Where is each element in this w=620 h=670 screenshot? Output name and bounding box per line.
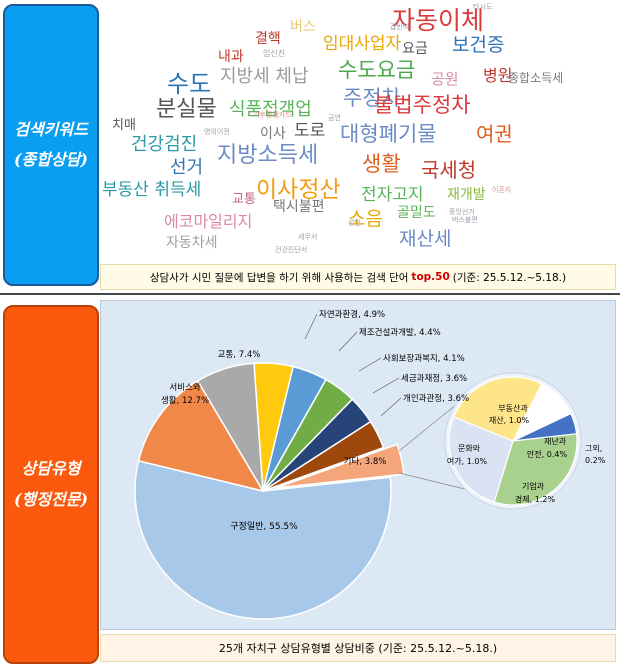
cloud-word: 버스 bbox=[290, 19, 316, 35]
sub-pie-label: 재난과 bbox=[544, 437, 567, 446]
cloud-word: 성인 bbox=[348, 219, 361, 227]
cloud-word: 이사정산 bbox=[256, 177, 341, 203]
cloud-word: 도로 bbox=[294, 121, 326, 141]
word-cloud-caption: 상담사가 시민 질문에 답변을 하기 위해 사용하는 검색 단어 top.50 … bbox=[100, 264, 616, 290]
pie-slice-1 bbox=[137, 379, 265, 493]
cloud-word: 주정차 bbox=[343, 86, 401, 110]
cloud-word: 세무서 bbox=[298, 233, 318, 241]
sub-pie-label: 부동산과 bbox=[498, 403, 528, 413]
cloud-word: 금연 bbox=[328, 114, 341, 122]
cloud-word: 교통 bbox=[232, 192, 256, 207]
cloud-word: 전자고지 bbox=[361, 185, 424, 205]
cloud-word: 임대사업자 bbox=[323, 34, 402, 54]
cloud-word: 식품접객업 bbox=[229, 99, 312, 120]
cloud-word: 타시도 bbox=[473, 3, 493, 11]
cloud-word: 국세청 bbox=[421, 158, 477, 182]
cloud-word: 내과 bbox=[218, 49, 244, 65]
main-pie-label: 자연과환경, 4.9% bbox=[319, 309, 385, 320]
cloud-word: 이혼자 bbox=[492, 186, 512, 194]
main-pie-label: 생활, 12.7% bbox=[161, 395, 209, 406]
main-pie-label: 개인과관정, 3.6% bbox=[403, 393, 469, 404]
cloud-word: 분실물 bbox=[156, 97, 217, 122]
keyword-section-label: 검색키워드 (종합상담) bbox=[3, 4, 99, 286]
cloud-word: 에코마일리지 bbox=[164, 212, 253, 231]
sub-pie-label: 그외, bbox=[585, 443, 602, 453]
label-leader-line bbox=[304, 313, 318, 340]
cloud-word: 지방소득세 bbox=[217, 143, 319, 168]
cloud-word: 지방세 체납 bbox=[220, 66, 309, 87]
cloud-word: 선거 bbox=[170, 157, 204, 178]
pie-slice-7 bbox=[262, 420, 385, 492]
sub-pie-label: 기업과 bbox=[522, 482, 545, 491]
cloud-word: 자동차세 bbox=[166, 235, 218, 251]
keyword-section-subtitle: (종합상담) bbox=[13, 150, 89, 169]
label-leader-line bbox=[372, 377, 400, 394]
type-section-title: 상담유형 bbox=[21, 459, 81, 479]
cloud-word: 갑반여 bbox=[390, 23, 410, 31]
cloud-word: 재개발 bbox=[447, 187, 486, 203]
connector-line-bottom bbox=[398, 472, 474, 492]
label-leader-line bbox=[358, 357, 382, 372]
cloud-word: 건강검진 bbox=[131, 134, 198, 155]
cloud-word: 수도 bbox=[167, 70, 212, 98]
cloud-word: 공원 bbox=[431, 70, 459, 88]
cloud-word: 임신진 bbox=[263, 49, 286, 58]
main-pie-label: 기타, 3.8% bbox=[344, 457, 387, 467]
sub-pie-slice-4 bbox=[448, 416, 514, 503]
cloud-word: 치매 bbox=[112, 118, 136, 133]
cloud-word: 건강진단서 bbox=[275, 246, 308, 254]
sub-pie-label: 재산, 1.0% bbox=[489, 415, 530, 425]
cloud-word: 중앙선거 bbox=[449, 208, 475, 216]
cloud-word: 요금 bbox=[402, 41, 428, 57]
cloud-word: 버스불편 bbox=[452, 216, 478, 224]
cloud-word: 재산세 bbox=[399, 228, 452, 250]
pie-slice-0 bbox=[134, 459, 392, 620]
cloud-word: 불법주정차 bbox=[374, 93, 471, 117]
sub-pie-label: 문화와 bbox=[458, 443, 481, 453]
cloud-word: 생활 bbox=[362, 152, 401, 176]
cloud-word: 수도요금 bbox=[338, 58, 416, 82]
cloud-word: 택시불편 bbox=[273, 199, 325, 215]
cloud-word: 여권 bbox=[476, 122, 513, 146]
label-leader-line bbox=[380, 397, 402, 417]
chart-caption: 25개 자치구 상담유형별 상담비중 (기준: 25.5.12.~5.18.) bbox=[100, 634, 616, 662]
main-pie-label: 사회보장과복지, 4.1% bbox=[383, 353, 465, 364]
caption-date: (기준: 25.5.12.~5.18.) bbox=[452, 271, 567, 284]
cloud-word: 기후동행카드 bbox=[253, 111, 292, 119]
sub-pie-label: 안전, 0.4% bbox=[527, 449, 568, 459]
caption-text: 상담사가 시민 질문에 답변을 하기 위해 사용하는 검색 단어 bbox=[149, 271, 409, 284]
cloud-word: 자동이체 bbox=[392, 6, 485, 35]
sub-pie-label: 경제, 1.2% bbox=[515, 494, 556, 504]
cloud-word: 보건증 bbox=[452, 34, 505, 56]
cloud-word: 종합소득세 bbox=[508, 71, 564, 85]
sub-pie-label: 여가, 1.0% bbox=[447, 456, 488, 466]
cloud-word: 골밀도 bbox=[397, 205, 436, 221]
cloud-word: 부동산 취득세 bbox=[102, 180, 202, 200]
sub-pie-slice-3 bbox=[493, 433, 578, 506]
cloud-word: 대형폐기물 bbox=[340, 122, 437, 146]
main-pie-label: 구정일반, 55.5% bbox=[230, 521, 298, 532]
cloud-word: 병원 bbox=[483, 66, 513, 85]
cloud-word: 결핵 bbox=[255, 31, 281, 47]
main-pie-label: 세금과재정, 3.6% bbox=[401, 373, 467, 384]
caption-highlight: top.50 bbox=[411, 271, 450, 283]
sub-pie-slice-0 bbox=[452, 376, 543, 442]
cloud-word: 이사 bbox=[260, 126, 286, 142]
cloud-word: 명의이전 bbox=[204, 128, 230, 136]
type-section-label: 상담유형 (행정전문) bbox=[3, 305, 99, 664]
main-pie-label: 서비스와 bbox=[169, 382, 200, 393]
main-pie-label: 교통, 7.4% bbox=[218, 350, 261, 360]
sub-pie-label: 0.2% bbox=[585, 456, 606, 465]
type-section-subtitle: (행정전문) bbox=[13, 489, 89, 509]
cloud-word: 소음 bbox=[348, 208, 383, 230]
main-pie-label: 제조건설과개발, 4.4% bbox=[359, 327, 441, 338]
section-divider bbox=[0, 293, 620, 295]
label-leader-line bbox=[338, 331, 358, 352]
keyword-section-title: 검색키워드 bbox=[14, 119, 88, 139]
